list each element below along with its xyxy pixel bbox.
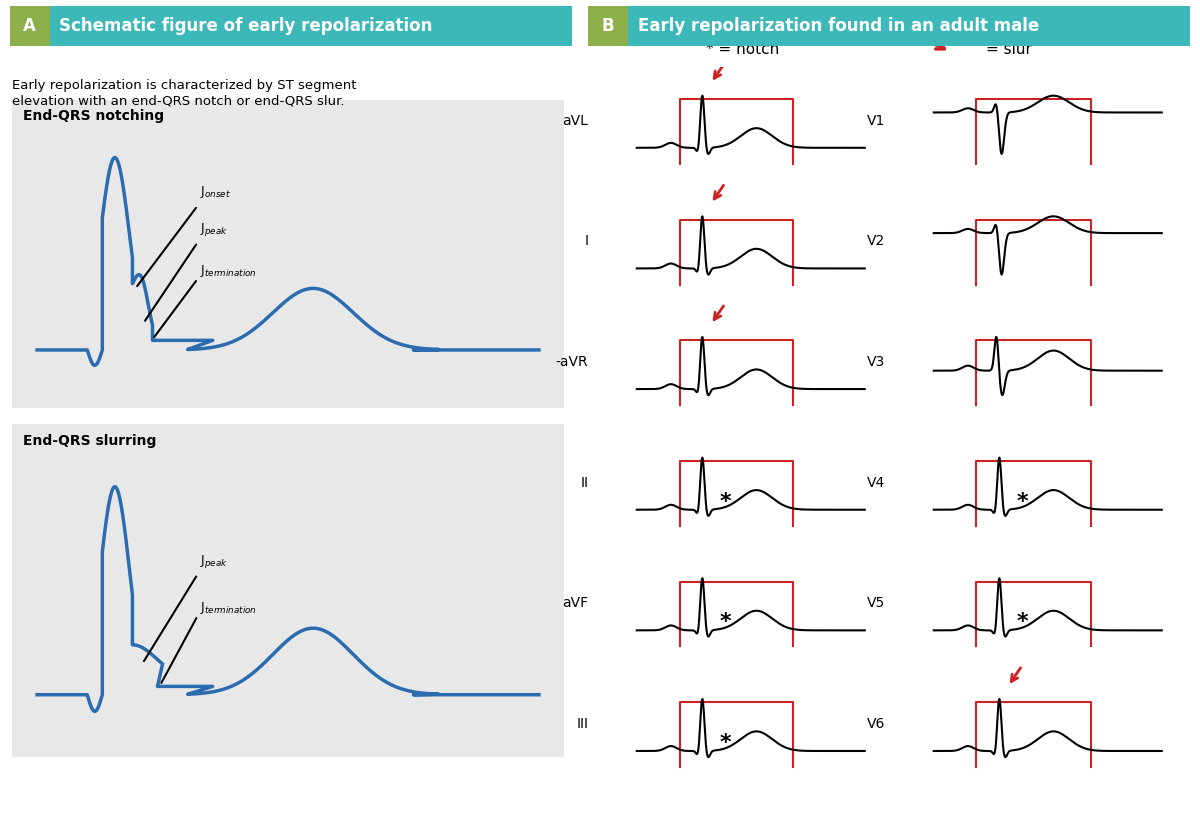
Text: = slur: = slur: [986, 42, 1032, 57]
Text: *: *: [719, 492, 731, 512]
Text: II: II: [581, 476, 588, 489]
Text: V4: V4: [868, 476, 886, 489]
Text: Early repolarization is characterized by ST segment
elevation with an end-QRS no: Early repolarization is characterized by…: [12, 79, 356, 107]
Text: III: III: [576, 717, 588, 730]
Text: *: *: [1016, 492, 1028, 512]
Text: End-QRS notching: End-QRS notching: [23, 109, 164, 123]
Text: J$_{peak}$: J$_{peak}$: [200, 221, 228, 238]
Text: aVL: aVL: [563, 114, 588, 127]
Text: B: B: [601, 17, 614, 35]
Text: I: I: [584, 235, 588, 248]
Text: J$_{termination}$: J$_{termination}$: [200, 600, 257, 616]
Text: A: A: [23, 17, 36, 35]
Text: V5: V5: [868, 597, 886, 610]
Text: -aVR: -aVR: [556, 355, 588, 369]
Text: V1: V1: [866, 114, 886, 127]
Text: *: *: [719, 733, 731, 753]
Text: End-QRS slurring: End-QRS slurring: [23, 434, 156, 448]
Text: V3: V3: [868, 355, 886, 369]
Text: V6: V6: [866, 717, 886, 730]
Text: J$_{peak}$: J$_{peak}$: [200, 553, 228, 570]
Text: J$_{termination}$: J$_{termination}$: [200, 263, 257, 279]
Text: J$_{onset}$: J$_{onset}$: [200, 184, 232, 200]
Text: V2: V2: [868, 235, 886, 248]
Text: *: *: [719, 612, 731, 632]
Text: * = notch: * = notch: [706, 42, 779, 57]
Text: Schematic figure of early repolarization: Schematic figure of early repolarization: [59, 17, 432, 35]
Text: Early repolarization found in an adult male: Early repolarization found in an adult m…: [637, 17, 1039, 35]
Text: *: *: [1016, 612, 1028, 632]
Text: aVF: aVF: [562, 597, 588, 610]
